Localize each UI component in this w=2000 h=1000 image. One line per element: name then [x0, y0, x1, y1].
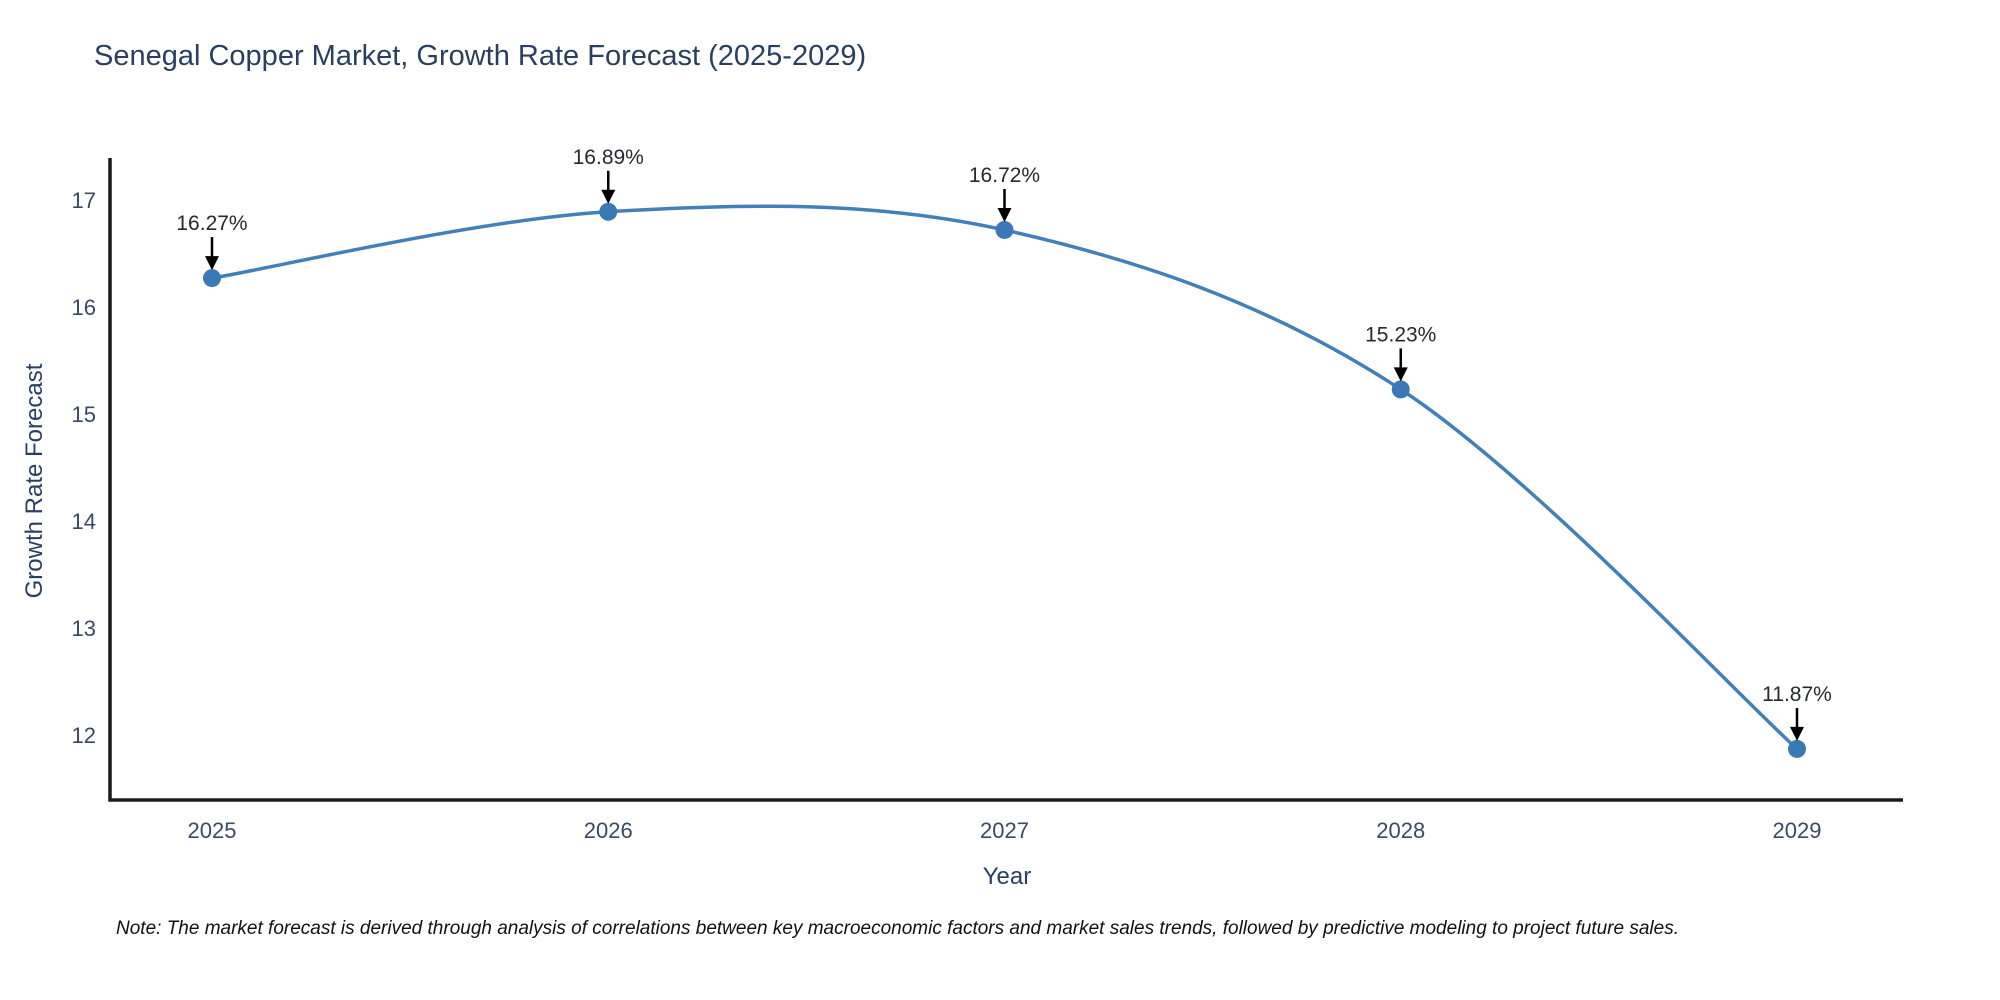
x-tick-label: 2029	[1773, 818, 1822, 843]
chart-title: Senegal Copper Market, Growth Rate Forec…	[94, 40, 867, 72]
data-point-label: 16.72%	[969, 164, 1040, 187]
y-tick-label: 12	[72, 723, 96, 748]
data-point-marker[interactable]	[995, 220, 1014, 239]
data-point-marker[interactable]	[203, 269, 221, 288]
y-tick-label: 13	[72, 616, 96, 641]
annotation-arrow-down-icon	[997, 207, 1012, 222]
forecast-line	[211, 204, 1799, 751]
y-tick-label: 17	[72, 188, 96, 213]
annotation-arrow-down-icon	[1393, 367, 1408, 382]
x-tick-label: 2028	[1376, 818, 1425, 843]
y-tick-label: 15	[72, 402, 96, 427]
data-point-label: 16.89%	[573, 146, 644, 169]
x-tick-label: 2025	[188, 818, 237, 843]
annotation-arrow-down-icon	[601, 189, 616, 204]
data-point-label: 15.23%	[1365, 323, 1436, 346]
data-point-marker[interactable]	[1788, 739, 1806, 758]
x-tick-label: 2027	[980, 818, 1029, 843]
annotation-arrow-down-icon	[205, 256, 219, 271]
data-point-label: 11.87%	[1762, 683, 1832, 706]
footnote: Note: The market forecast is derived thr…	[116, 918, 1679, 939]
y-tick-label: 14	[72, 509, 96, 534]
data-point-marker[interactable]	[1391, 380, 1410, 399]
x-axis-title: Year	[982, 863, 1032, 890]
annotation-arrow-down-icon	[1790, 726, 1804, 741]
x-tick-label: 2026	[584, 818, 633, 843]
axis-lines	[108, 158, 1903, 802]
y-tick-label: 16	[72, 295, 96, 320]
data-point-marker[interactable]	[599, 202, 618, 221]
data-point-label: 16.27%	[176, 212, 247, 235]
